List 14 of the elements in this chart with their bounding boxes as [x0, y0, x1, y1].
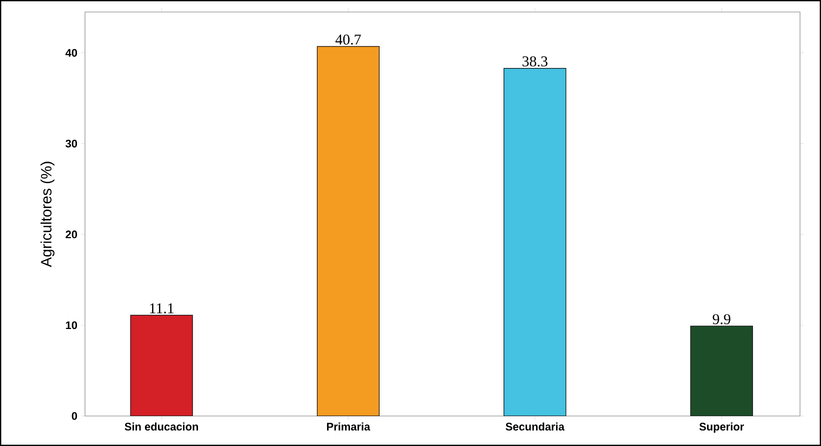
- y-tick-label: 0: [72, 412, 78, 420]
- data-label: 9.9: [712, 314, 730, 324]
- y-tick-label: 20: [66, 230, 78, 238]
- x-tick-label: Superior: [699, 422, 744, 433]
- y-tick-label: 10: [66, 321, 78, 330]
- x-tick-label: Secundaria: [506, 422, 565, 431]
- x-tick-label: Primaria: [327, 422, 370, 431]
- x-tick-label: Sin educacion: [124, 422, 198, 431]
- y-axis-title: Agricultores (%): [40, 162, 54, 268]
- data-label: 38.3: [522, 56, 548, 66]
- y-tick-label: 30: [66, 140, 78, 148]
- data-label: 11.1: [150, 303, 174, 314]
- data-label: 40.7: [335, 34, 361, 45]
- y-tick-label: 40: [65, 48, 78, 57]
